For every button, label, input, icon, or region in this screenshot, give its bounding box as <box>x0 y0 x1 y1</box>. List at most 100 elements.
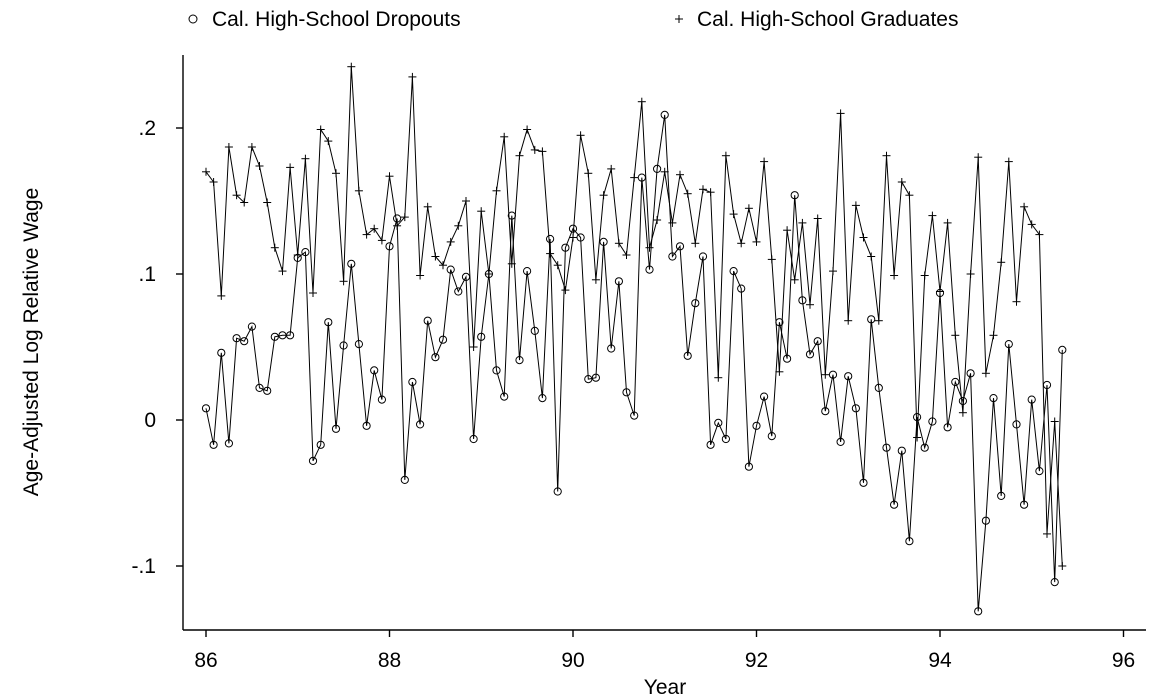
data-point-plus <box>255 162 264 170</box>
data-point-plus <box>1058 562 1067 570</box>
data-point-plus <box>263 198 272 207</box>
data-point-plus <box>752 237 761 246</box>
data-point-plus <box>370 224 379 233</box>
data-point-circle <box>1004 340 1013 349</box>
data-point-plus <box>614 239 623 248</box>
data-point-circle <box>691 299 700 308</box>
data-point-plus <box>1012 297 1021 306</box>
data-point-plus <box>936 287 944 296</box>
data-point-circle <box>767 432 776 441</box>
data-point-plus <box>217 291 226 300</box>
data-point-circle <box>286 331 295 340</box>
data-point-circle <box>530 326 539 335</box>
data-point-circle <box>255 383 264 392</box>
data-point-circle <box>370 366 379 375</box>
data-point-plus <box>309 289 317 297</box>
data-point-plus <box>240 198 249 207</box>
x-tick-label: 94 <box>928 649 952 672</box>
data-point-plus <box>507 259 516 268</box>
data-point-circle <box>553 487 562 496</box>
data-point-circle <box>683 351 692 360</box>
data-point-circle <box>729 267 738 276</box>
data-point-circle <box>897 446 906 455</box>
data-point-circle <box>1020 500 1029 509</box>
data-point-circle <box>714 418 723 427</box>
data-point-circle <box>385 242 394 251</box>
data-point-plus <box>469 343 478 351</box>
data-point-plus <box>584 169 593 178</box>
data-point-circle <box>331 424 341 433</box>
data-point-circle <box>400 475 409 484</box>
data-point-circle <box>263 386 272 395</box>
data-point-circle <box>416 420 425 429</box>
data-point-plus <box>882 151 891 160</box>
data-point-plus <box>691 239 700 248</box>
data-point-circle <box>622 388 631 397</box>
data-point-plus <box>721 151 730 160</box>
data-point-circle <box>805 350 815 359</box>
data-point-plus <box>477 207 486 216</box>
data-point-plus <box>347 62 356 71</box>
data-point-plus <box>484 270 493 278</box>
data-point-circle <box>913 413 922 422</box>
data-point-plus <box>454 221 463 230</box>
data-point-plus <box>1043 529 1051 538</box>
data-point-plus <box>530 145 539 154</box>
data-point-circle <box>721 434 731 444</box>
data-point-circle <box>301 248 310 257</box>
data-point-plus <box>653 216 662 224</box>
data-point-circle <box>882 443 891 452</box>
data-point-plus <box>423 202 432 211</box>
data-point-plus <box>637 97 646 106</box>
data-point-plus <box>1050 417 1059 426</box>
data-point-circle <box>308 456 318 465</box>
data-point-circle <box>851 404 861 413</box>
data-point-plus <box>607 164 616 173</box>
data-point-circle <box>431 353 440 362</box>
data-point-plus <box>591 275 600 284</box>
data-point-plus <box>301 154 310 163</box>
data-point-plus <box>247 143 256 151</box>
data-point-plus <box>202 167 210 176</box>
data-point-plus <box>890 271 899 280</box>
data-point-plus <box>813 214 822 223</box>
data-point-plus <box>668 218 677 227</box>
data-point-circle <box>347 259 356 268</box>
data-point-plus <box>538 147 547 156</box>
data-point-plus <box>821 370 830 379</box>
data-point-plus <box>630 173 639 182</box>
data-point-plus <box>446 237 455 246</box>
data-point-circle <box>737 284 746 293</box>
data-point-plus <box>278 267 287 276</box>
data-point-circle <box>943 423 952 432</box>
data-point-circle <box>247 322 256 331</box>
data-point-circle <box>997 491 1006 500</box>
data-point-plus <box>775 367 784 376</box>
data-point-plus <box>737 239 746 248</box>
data-point-plus <box>599 191 608 200</box>
data-point-plus <box>706 188 715 197</box>
data-point-plus <box>760 157 769 166</box>
data-point-circle <box>538 394 547 403</box>
data-point-plus <box>790 275 799 284</box>
data-point-circle <box>821 407 830 416</box>
data-point-plus <box>232 191 241 200</box>
data-point-plus <box>798 218 807 227</box>
data-point-plus <box>905 191 914 200</box>
legend-circle-marker-icon <box>188 14 198 24</box>
data-point-plus <box>966 270 975 278</box>
data-point-circle <box>614 277 624 286</box>
data-point-plus <box>997 258 1006 267</box>
data-point-plus <box>439 261 447 270</box>
data-point-plus <box>676 170 684 179</box>
data-point-plus <box>385 172 394 181</box>
data-point-circle <box>232 334 241 343</box>
data-point-circle <box>438 335 448 344</box>
plot-area <box>201 62 1067 616</box>
x-tick-label: 96 <box>1112 649 1135 672</box>
data-point-circle <box>270 332 279 341</box>
data-point-circle <box>844 372 853 381</box>
x-tick-label: 92 <box>745 649 768 672</box>
data-point-circle <box>836 437 845 446</box>
y-axis: -.1 0 .1 .2 <box>131 55 184 630</box>
